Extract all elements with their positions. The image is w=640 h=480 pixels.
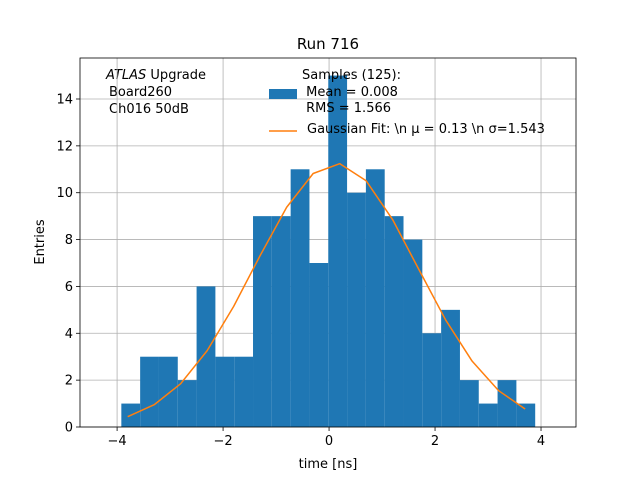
bar xyxy=(177,380,197,427)
y-tick-label: 10 xyxy=(56,186,73,201)
y-tick-label: 6 xyxy=(65,280,73,295)
y-axis-label: Entries xyxy=(33,219,48,265)
y-tick-label: 2 xyxy=(65,374,73,389)
legend-label: Gaussian Fit: \n μ = 0.13 \n σ=1.543 xyxy=(307,122,545,137)
x-tick-label: 4 xyxy=(537,434,545,449)
bar xyxy=(478,403,498,427)
bar xyxy=(403,239,423,427)
annotation-italic: ATLAS xyxy=(105,68,146,83)
bar xyxy=(271,216,291,427)
bar xyxy=(215,356,235,427)
bar xyxy=(459,380,479,427)
y-tick-label: 4 xyxy=(65,327,73,342)
x-tick-label: −4 xyxy=(108,434,127,449)
annotation: Ch016 50dB xyxy=(109,102,189,117)
bar xyxy=(497,380,517,427)
y-tick-label: 0 xyxy=(65,421,73,436)
bar xyxy=(309,263,329,427)
bar xyxy=(290,169,310,428)
annotation: Board260 xyxy=(109,85,172,100)
y-tick-label: 14 xyxy=(56,93,73,108)
x-tick-label: 0 xyxy=(325,434,333,449)
y-tick-label: 8 xyxy=(65,233,73,248)
bar xyxy=(234,356,254,427)
fit-line xyxy=(127,162,526,418)
bar xyxy=(347,192,366,427)
bar xyxy=(365,169,385,428)
bar xyxy=(196,286,216,427)
legend-key xyxy=(269,89,297,99)
annotation: ATLAS Upgrade xyxy=(105,68,206,83)
bar xyxy=(140,356,159,427)
x-tick-label: −2 xyxy=(213,434,232,449)
y-tick-label: 12 xyxy=(56,139,73,154)
bar xyxy=(441,309,460,427)
bar xyxy=(384,216,404,427)
chart-title: Run 716 xyxy=(297,35,359,53)
bar xyxy=(253,216,272,427)
bar xyxy=(516,403,536,427)
x-tick-label: 2 xyxy=(431,434,439,449)
annotation-text: Upgrade xyxy=(150,68,206,83)
bar xyxy=(158,356,178,427)
axes-frame xyxy=(79,57,577,428)
legend-label: Samples (125): Mean = 0.008 RMS = 1.566 xyxy=(302,68,401,116)
bar xyxy=(328,75,348,428)
x-axis-label: time [ns] xyxy=(299,457,358,472)
bar xyxy=(422,333,442,427)
